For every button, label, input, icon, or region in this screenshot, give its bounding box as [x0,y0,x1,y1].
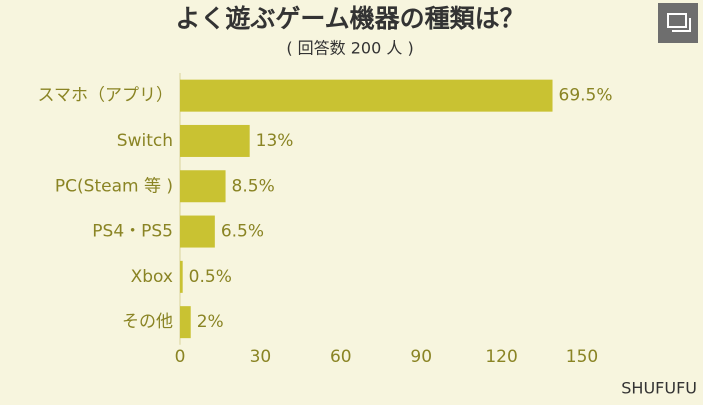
icon[interactable] [658,3,698,43]
chart-title: よく遊ぶゲーム機器の種類は？ [175,4,524,33]
value-label: 2% [197,312,224,332]
chart-subtitle: ( 回答数 200 人 ) [286,39,413,58]
icon-shape [667,13,687,28]
y-tick-label: Switch [117,131,173,151]
y-tick-label: Xbox [131,267,173,287]
icon-shape [672,18,691,32]
bar [180,170,226,203]
bar [180,260,183,293]
x-tick-label: 60 [330,347,352,367]
y-tick-label: PS4・PS5 [92,222,173,242]
source: SHUFUFU [621,379,697,398]
value-label: 69.5% [559,86,613,106]
value-label: 0.5% [189,267,232,287]
bar [180,79,553,112]
x-tick-label: 90 [410,347,432,367]
x-tick-label: 30 [250,347,272,367]
bar [180,124,250,157]
x-tick-label: 120 [485,347,517,367]
y-tick-label: その他 [122,312,173,332]
y-tick-label: PC(Steam 等 ) [55,176,173,196]
value-label: 6.5% [221,222,264,242]
value-label: 8.5% [232,176,275,196]
value-label: 13% [256,131,294,151]
y-tick-label: スマホ（アプリ） [38,86,174,106]
bar [180,306,191,339]
bar [180,215,215,248]
x-tick-label: 150 [566,347,598,367]
icon-box[interactable] [658,3,698,43]
x-tick-label: 0 [175,347,186,367]
